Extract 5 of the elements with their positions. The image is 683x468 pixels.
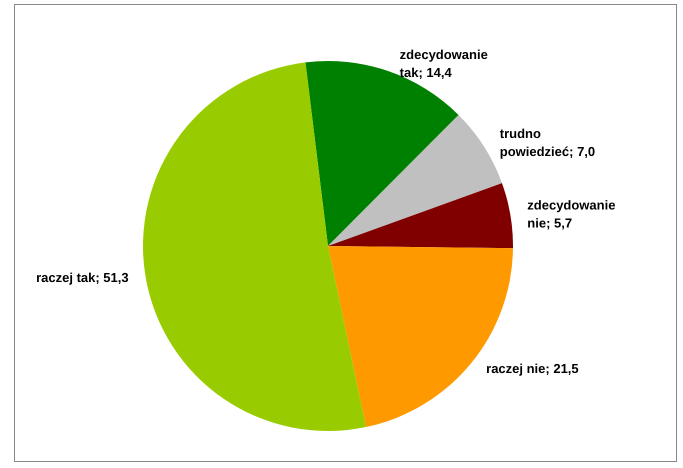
slice-label: raczej nie; 21,5 [486,360,579,376]
slice-label: zdecydowanie tak; 14,4 [400,46,492,80]
slice-label: trudno powiedzieć; 7,0 [500,126,596,159]
slice-label: zdecydowanie nie; 5,7 [527,197,620,230]
slice-label: raczej tak; 51,3 [36,270,129,286]
